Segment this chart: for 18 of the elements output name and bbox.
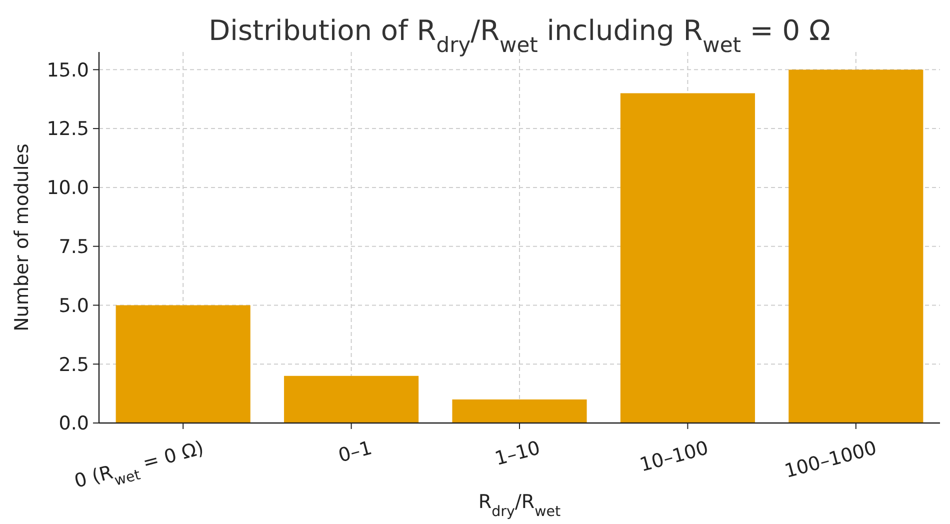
bar	[116, 305, 250, 423]
y-axis-title: Number of modules	[11, 144, 33, 332]
chart-title: Distribution of R$_{dry}$/R$_{wet}$ including R$_{wet}$ = 0 Ω	[208, 14, 830, 57]
bar	[452, 399, 587, 423]
y-tick-label: 15.0	[46, 59, 89, 82]
x-axis-title: R$_{dry}$/R$_{wet}$	[478, 491, 561, 520]
x-tick-label: 0–1	[336, 437, 374, 467]
bar	[788, 70, 924, 423]
x-tick-label: 1–10	[492, 437, 543, 470]
bar	[620, 93, 755, 423]
y-tick-label: 10.0	[46, 177, 89, 200]
y-tick-label: 5.0	[58, 294, 89, 317]
bar	[284, 376, 419, 423]
y-tick-label: 12.5	[46, 118, 89, 140]
y-tick-label: 0.0	[58, 412, 89, 435]
y-tick-label: 2.5	[58, 354, 89, 376]
x-tick-label: 10–100	[637, 437, 711, 476]
y-tick-label: 7.5	[58, 236, 89, 258]
